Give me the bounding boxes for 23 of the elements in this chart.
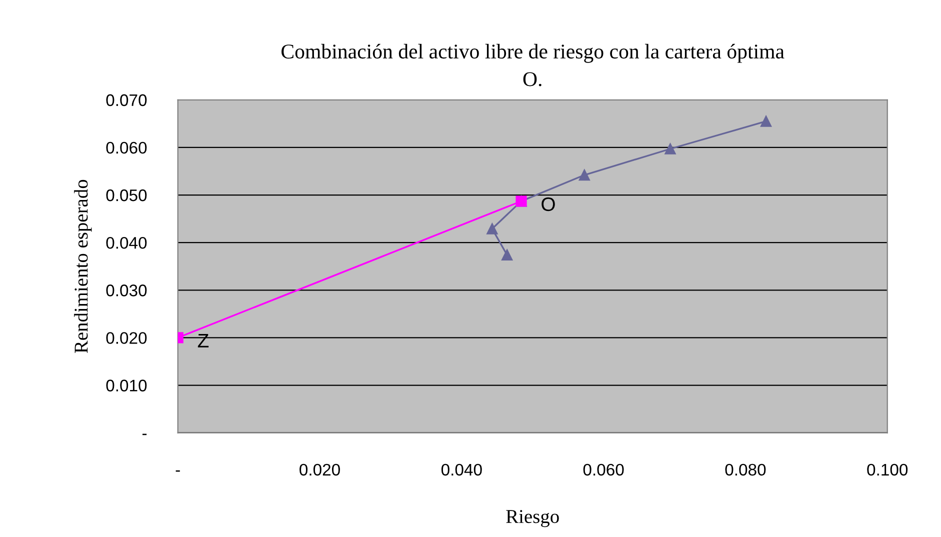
x-tick-label: 0.060 [583,464,624,476]
y-tick-label: 0.020 [106,332,147,344]
point [578,169,590,181]
y-tick-label: 0.030 [106,284,147,296]
point [664,143,676,154]
point [760,116,772,127]
x-tick-label: 0.100 [867,464,908,476]
x-tick-label: 0.020 [300,464,340,476]
x-axis-title: Riesgo [506,510,559,528]
y-tick-label: 0.010 [106,380,147,392]
y-tick-label: 0.040 [106,236,147,249]
annotation: O [542,197,555,212]
y-tick-label: 0.050 [106,189,147,202]
y-axis-title: Rendimiento esperado [74,180,92,353]
chart-title: Combinación del activo libre de riesgo con la cartera óptima O. [282,44,784,86]
x-tick-label: 0.040 [441,464,482,476]
y-tick-label: - [142,434,147,436]
y-tick-label: 0.060 [106,142,147,154]
annotation: Z [198,334,209,348]
x-tick-label: 0.080 [725,464,766,476]
y-tick-label: 0.070 [106,94,147,106]
point [502,249,513,260]
point [486,223,498,234]
